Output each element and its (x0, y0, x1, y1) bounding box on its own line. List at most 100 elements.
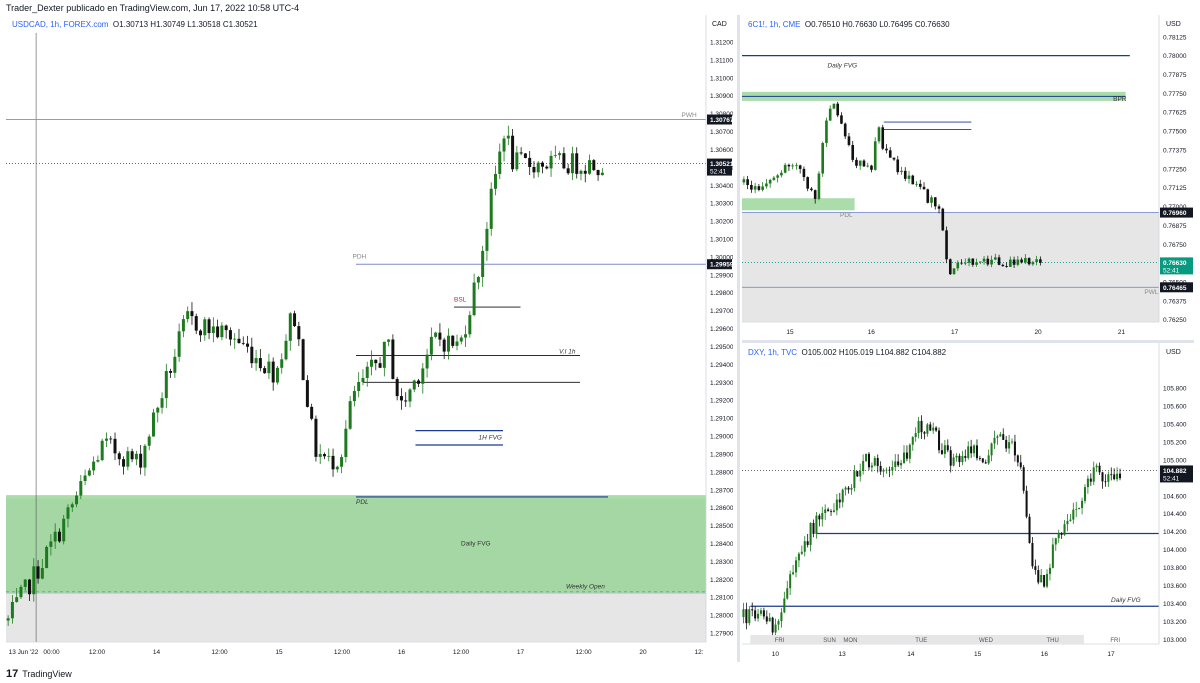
candle-body (843, 123, 847, 137)
time-tick-label: 16 (398, 649, 406, 656)
time-tick-label: 00:00 (43, 649, 60, 656)
price-tick-label: 105.600 (1163, 403, 1187, 410)
price-tick-label: 0.77000 (1163, 204, 1187, 211)
price-tick-label: 1.29000 (710, 434, 733, 441)
candle-body (139, 453, 143, 468)
weekday-label: TUE (915, 638, 927, 644)
time-axis-background (6, 642, 733, 662)
candle-body (523, 153, 527, 158)
panel-divider-horizontal[interactable] (742, 340, 1194, 343)
candle-body (1037, 570, 1040, 583)
candle-body (832, 510, 835, 512)
price-tick-label: 0.77375 (1163, 147, 1187, 154)
candle-body (984, 462, 987, 464)
candle-body (993, 437, 996, 444)
candle-body (558, 153, 562, 156)
dxy-chart-panel[interactable]: Daily FVG 105.800 105.600 105.400 105.200 105… (742, 343, 1194, 662)
usdcad-chart-svg[interactable]: PWH PDH BSL V.I 1h 1H FVG PDL Daily FVG Weekly … (6, 15, 733, 662)
candle-body (768, 179, 772, 184)
candle-body (1057, 533, 1060, 539)
time-tick-label: 10 (772, 651, 780, 658)
candle-body (224, 325, 228, 331)
candle-body (803, 541, 806, 552)
usdcad-symbol[interactable]: USDCAD, 1h, FOREX.com (12, 20, 109, 29)
candle-body (825, 120, 828, 143)
candle-body (250, 346, 254, 364)
pwh-label: PWH (682, 112, 697, 119)
candle-body (948, 259, 952, 275)
day-label-strip (750, 635, 1084, 644)
candle-body (126, 451, 130, 467)
candle-body (836, 103, 840, 116)
candle-body (293, 313, 297, 327)
candle-body (900, 170, 903, 173)
candle-body (757, 613, 760, 619)
candle-body (327, 455, 331, 457)
6c1-chart-panel[interactable]: Daily FVG BPR PDL PWL 0.78125 0.78000 0.77875 0… (742, 15, 1194, 340)
candle-body (810, 188, 813, 191)
candle-body (841, 489, 844, 503)
candle-body (442, 339, 446, 352)
time-axis-background (742, 644, 1194, 662)
candle-body (1051, 544, 1054, 568)
candle-body (961, 456, 964, 463)
candle-body (348, 401, 352, 429)
candle-body (746, 179, 749, 185)
candle-body (780, 612, 783, 622)
candle-body (765, 183, 768, 187)
candle-body (1043, 574, 1046, 587)
candle-body (817, 173, 821, 199)
time-tick-label: 12:00 (211, 649, 228, 656)
candle-body (365, 366, 369, 378)
weekday-label: FRI (1110, 638, 1120, 644)
candle-body (575, 153, 579, 174)
candle-body (1012, 259, 1016, 265)
candle-body (865, 453, 868, 461)
price-tick-label: 103.600 (1163, 583, 1187, 590)
candle-body (776, 175, 779, 178)
dxy-symbol[interactable]: DXY, 1h, TVC (748, 348, 798, 357)
candle-body (938, 430, 941, 451)
candle-body (879, 465, 882, 472)
candle-body (417, 380, 421, 384)
candle-body (753, 186, 757, 190)
6c1-symbol[interactable]: 6C1!, 1h, CME (748, 20, 801, 29)
candle-body (982, 258, 986, 262)
candle-body (932, 427, 935, 431)
tradingview-footer[interactable]: 17 TradingView (6, 667, 72, 681)
candle-body (476, 277, 480, 283)
price-tick-label: 105.200 (1163, 439, 1187, 446)
candle-body (1078, 507, 1081, 510)
candle-body (104, 438, 108, 441)
candle-body (949, 450, 952, 466)
candle-body (952, 457, 955, 466)
candle-body (762, 610, 765, 617)
6c1-chart-svg[interactable]: Daily FVG BPR PDL PWL 0.78125 0.78000 0.77875 0… (742, 15, 1194, 340)
weekday-label: WED (979, 638, 994, 644)
candle-body (745, 609, 748, 624)
candle-body (806, 541, 809, 545)
price-tick-label: 0.76750 (1163, 242, 1187, 249)
candle-body (997, 257, 1001, 265)
candle-body (873, 458, 876, 466)
usdcad-chart-panel[interactable]: PWH PDH BSL V.I 1h 1H FVG PDL Daily FVG Weekly … (6, 15, 733, 662)
candle-body (412, 380, 416, 390)
panel-divider-vertical[interactable] (737, 15, 740, 662)
price-tick-label: 1.28600 (710, 505, 733, 512)
candle-body (877, 127, 881, 142)
candle-body (318, 454, 322, 457)
dxy-chart-svg[interactable]: Daily FVG105.800105.600105.400105.200105… (742, 343, 1194, 662)
candle-body (160, 398, 164, 408)
candle-body (553, 155, 557, 156)
price-tick-label: 1.28700 (710, 487, 733, 494)
price-tick-label: 0.76875 (1163, 223, 1187, 230)
price-label-value: 0.76465 (1163, 285, 1187, 292)
candle-body (945, 230, 948, 260)
candle-body (1020, 259, 1023, 263)
candle-body (340, 457, 344, 467)
candle-body (870, 165, 873, 170)
candle-body (757, 186, 761, 190)
candle-body (1031, 542, 1034, 567)
dxy-legend: DXY, 1h, TVC O105.002 H105.019 L104.882 … (748, 348, 946, 357)
candle-body (748, 609, 751, 624)
